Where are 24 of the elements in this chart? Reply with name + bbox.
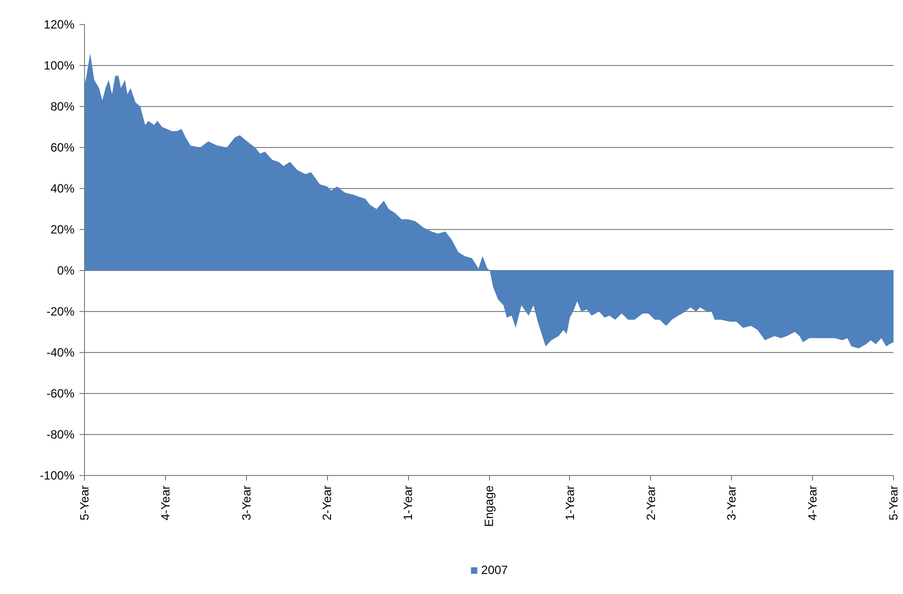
y-tick-label: 60% [50, 140, 75, 154]
y-tick-label: -80% [46, 428, 75, 442]
x-tick-label: 1-Year [562, 485, 577, 520]
x-tick-label: 5-Year [78, 485, 92, 520]
x-tick-label: 4-Year [806, 485, 820, 520]
y-tick-label: -20% [46, 304, 75, 318]
x-tick-label: Engage [482, 485, 496, 527]
y-tick-label: 0% [57, 264, 75, 278]
x-tick-label: 2-Year [644, 485, 658, 520]
y-tick-label: 40% [50, 182, 75, 196]
x-tick-label: 3-Year [724, 485, 739, 520]
y-tick-label: 20% [50, 222, 75, 236]
x-tick-label: 5-Year [886, 485, 900, 520]
y-tick-label: -60% [46, 386, 75, 400]
y-tick-label: -40% [46, 346, 75, 360]
y-tick-label: 100% [44, 58, 75, 72]
y-tick-label: 120% [44, 18, 75, 32]
x-tick-label: 2-Year [320, 485, 334, 520]
legend-label: 2007 [481, 562, 508, 576]
y-tick-label: 80% [50, 100, 75, 114]
x-tick-label: 1-Year [401, 485, 416, 520]
y-tick-label: -100% [40, 468, 75, 482]
x-tick-label: 4-Year [158, 485, 172, 520]
x-tick-label: 3-Year [239, 485, 254, 520]
